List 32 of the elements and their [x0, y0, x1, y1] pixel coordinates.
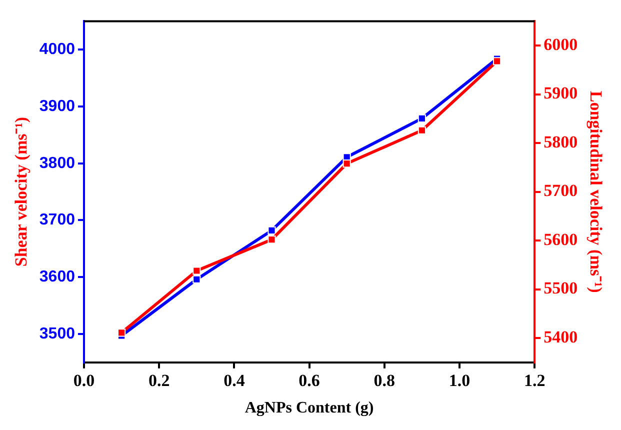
point [418, 114, 426, 122]
point [118, 328, 126, 337]
x-tick-label: 0.2 [148, 370, 170, 390]
y2-tick-label: 6000 [544, 34, 578, 54]
y2-tick-label: 5900 [544, 84, 578, 103]
y2-tick-label: 5500 [544, 278, 578, 298]
x-tick-label: 0.8 [374, 370, 396, 390]
y2-tick-label: 5600 [544, 230, 578, 249]
point [192, 266, 201, 275]
x-tick-label: 1.2 [524, 370, 546, 390]
point [268, 226, 276, 235]
point [493, 57, 502, 66]
y-tick-label: 3500 [39, 325, 76, 342]
x-tick-label: 0.6 [298, 370, 320, 390]
y2-tick-label: 5400 [544, 327, 578, 346]
y-tick-label: 4000 [39, 41, 76, 58]
y-tick-label: 3800 [39, 154, 76, 172]
point [342, 159, 351, 168]
y-tick-label: 3600 [39, 268, 76, 286]
x-axis-title: AgNPs Content (g) [244, 400, 374, 417]
point [268, 236, 276, 244]
x-tick-label: 1.0 [448, 370, 470, 390]
y-tick-label: 3900 [39, 98, 76, 115]
y2-axis-title: Longitudinal velocity (ms⁻¹) [586, 90, 606, 293]
y-axis-title: Shear velocity (ms⁻¹) [12, 117, 31, 267]
y2-tick-label: 5800 [544, 132, 578, 152]
x-tick-label: 0.4 [224, 370, 246, 390]
point [192, 275, 201, 284]
point [418, 126, 426, 134]
x-tick-label: 0.0 [73, 370, 95, 390]
y2-tick-label: 5700 [544, 181, 578, 200]
y-tick-label: 3700 [39, 212, 76, 229]
